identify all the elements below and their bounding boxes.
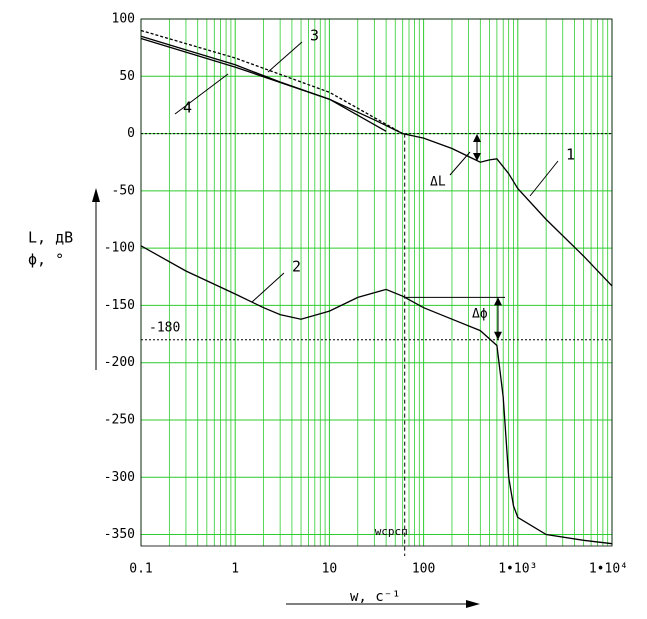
x-tick-label: 1•10⁴ [589,562,628,577]
arrow-head [494,331,502,340]
y-axis-label: ϕ, ° [28,251,64,269]
series-label: 2 [292,258,301,276]
leader-line [449,151,471,176]
y-tick-label: 100 [112,12,135,27]
y-tick-label: -300 [104,470,135,485]
crossover-label: wсрсп [375,525,408,538]
line-series [140,37,387,132]
leader-line [174,73,229,115]
line-series [140,245,613,545]
plot-frame [140,18,613,547]
y-axis-label: L, дB [28,229,73,247]
series-label: 4 [183,99,192,117]
line-series [140,29,404,135]
y-tick-label: 50 [119,69,135,84]
y-tick-label: -100 [104,241,135,256]
x-tick-label: 10 [322,562,338,577]
y-tick-label: -250 [104,412,135,427]
arrow-head [494,297,502,306]
delta-label: ΔL [430,175,446,190]
arrow-head [473,134,481,142]
y-tick-label: 0 [127,126,135,141]
line-series [140,35,613,287]
delta-label: Δϕ [472,307,488,322]
y-tick-label: -200 [104,355,135,370]
x-tick-label: 1•10³ [498,562,537,577]
x-tick-label: 100 [412,562,435,577]
leader-line [251,272,285,303]
x-tick-label: 1 [231,562,239,577]
x-axis-label: w, c⁻¹ [350,589,401,605]
arrow-head [473,153,481,161]
leader-line [529,160,559,197]
y-tick-label: -50 [112,183,135,198]
arrow-head [466,600,480,608]
series-label: 3 [310,27,319,45]
x-tick-label: 0.1 [129,562,152,577]
arrow-head [92,188,100,202]
leader-line [267,41,303,73]
reference-label: -180 [149,320,180,335]
y-tick-label: -350 [104,527,135,542]
series-label: 1 [566,146,575,164]
y-tick-label: -150 [104,298,135,313]
